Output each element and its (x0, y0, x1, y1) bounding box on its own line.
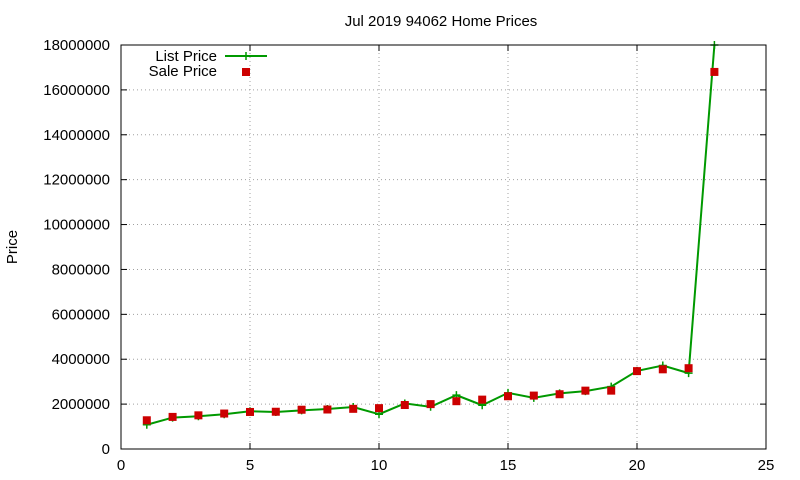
sale-price-point (271, 407, 280, 416)
sale-price-point (684, 364, 693, 373)
chart-title: Jul 2019 94062 Home Prices (345, 13, 538, 30)
sale-price-point (375, 404, 383, 413)
sale-price-point (246, 407, 254, 416)
y-tick-label: 12000000 (43, 172, 110, 189)
y-tick-label: 8000000 (52, 261, 110, 278)
plot-border (120, 44, 767, 450)
axis-ticks: 0 5 10 15 20 25 0 2000000 4000000 6000000 8000000 1… (43, 37, 774, 474)
x-tick-label: 20 (629, 457, 646, 474)
y-tick-label: 10000000 (43, 217, 110, 234)
sale-price-point (400, 401, 409, 410)
sale-price-point (581, 386, 590, 395)
grid-lines (121, 45, 766, 449)
sale-price-point (478, 395, 487, 404)
legend-label-list-price: List Price (155, 48, 217, 65)
sale-price-point (504, 392, 512, 401)
legend-marker-list-price (242, 52, 250, 60)
sale-price-point (555, 390, 564, 399)
sale-price-point (297, 405, 306, 414)
y-axis-label: Price (4, 230, 21, 264)
sale-price-point (142, 416, 151, 425)
plot-area (142, 41, 719, 429)
y-tick-label: 6000000 (52, 306, 110, 323)
x-tick-label: 15 (500, 457, 517, 474)
sale-price-point (658, 365, 667, 374)
sale-price-point (710, 67, 719, 76)
x-tick-label: 5 (246, 457, 254, 474)
y-tick-label: 0 (102, 441, 110, 458)
y-tick-label: 2000000 (52, 396, 110, 413)
sale-price-point (452, 397, 461, 406)
x-tick-label: 10 (371, 457, 388, 474)
sale-price-point (220, 409, 229, 418)
sale-price-point (529, 391, 538, 400)
y-tick-label: 14000000 (43, 127, 110, 144)
x-tick-label: 25 (758, 457, 775, 474)
sale-price-point (349, 404, 358, 413)
sale-price-point (194, 411, 203, 420)
legend-label-sale-price: Sale Price (149, 63, 217, 80)
x-tick-label: 0 (117, 457, 125, 474)
sale-price-point (168, 412, 177, 421)
y-tick-label: 16000000 (43, 82, 110, 99)
series-list-price-line (146, 44, 716, 426)
sale-price-point (426, 400, 435, 409)
sale-price-point (633, 367, 641, 376)
sale-price-point (607, 386, 616, 395)
sale-price-point (323, 405, 332, 414)
legend-marker-sale-price (242, 68, 250, 76)
y-tick-label: 4000000 (52, 351, 110, 368)
y-tick-label: 18000000 (43, 37, 110, 54)
